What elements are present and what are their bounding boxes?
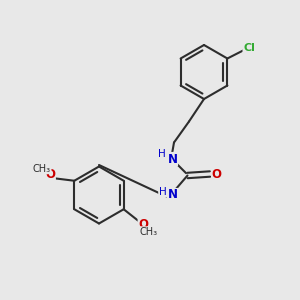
Text: Cl: Cl [243, 43, 255, 53]
Text: O: O [45, 168, 55, 181]
Text: H: H [158, 148, 166, 159]
Text: N: N [167, 152, 178, 166]
Text: O: O [138, 218, 148, 231]
Text: CH₃: CH₃ [33, 164, 51, 174]
Text: N: N [167, 188, 178, 202]
Text: O: O [212, 167, 222, 181]
Text: CH₃: CH₃ [139, 227, 157, 237]
Text: H: H [159, 187, 167, 197]
